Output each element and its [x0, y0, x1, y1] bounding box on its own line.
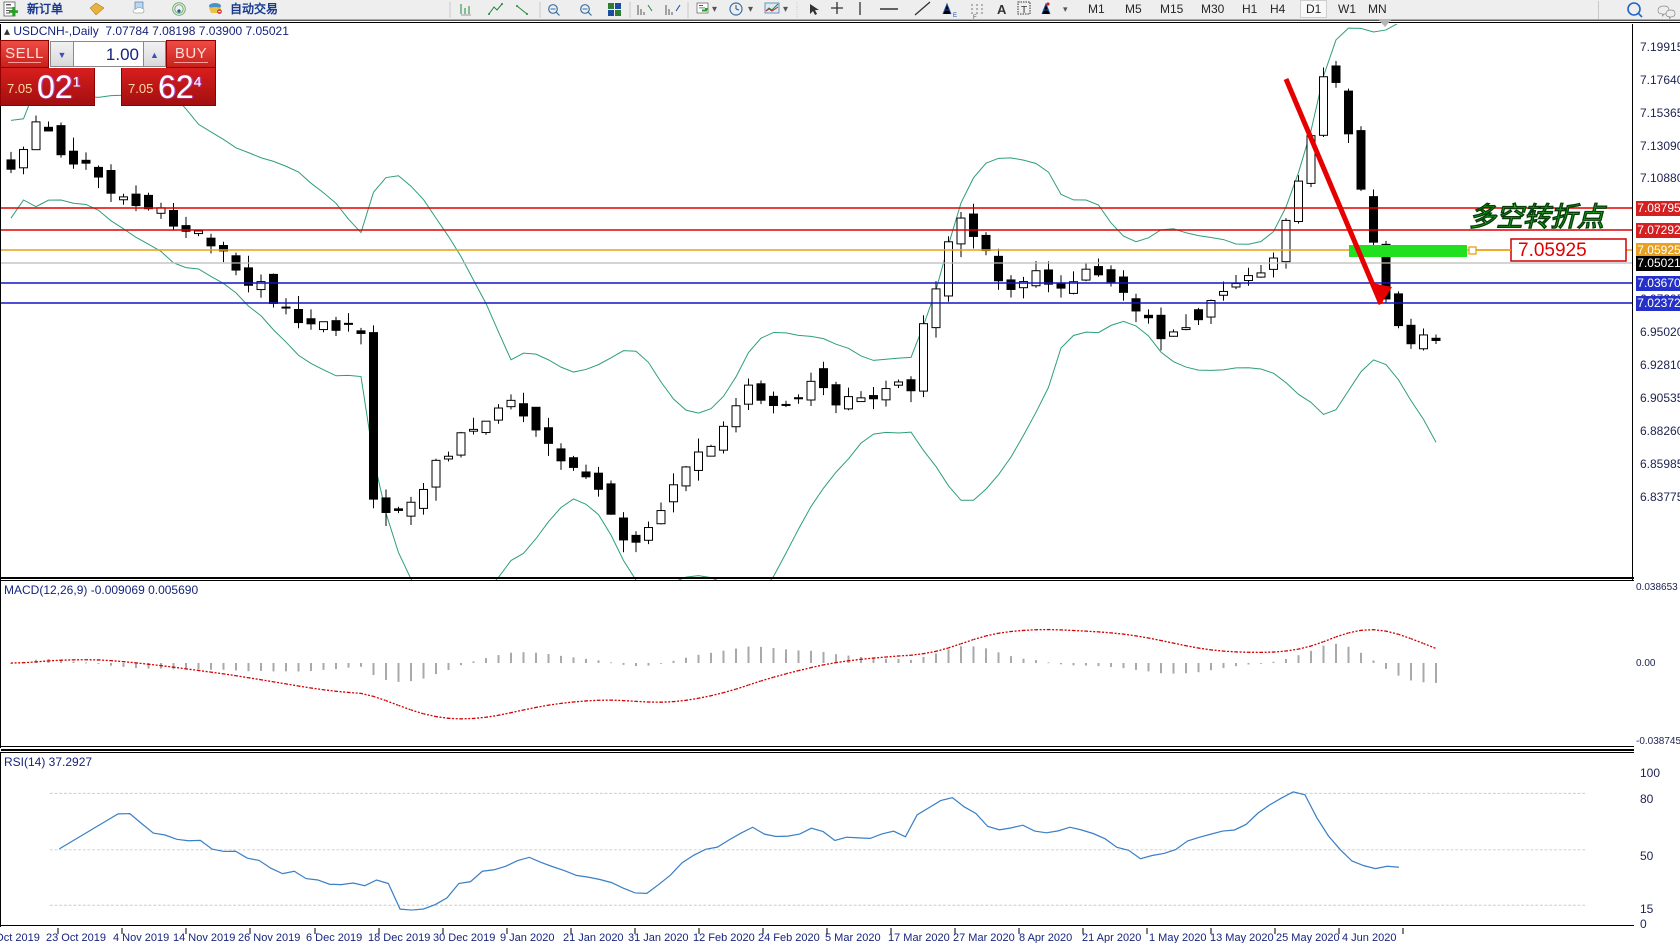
svg-text:多空转折点: 多空转折点	[1469, 202, 1608, 232]
svg-text:7.05925: 7.05925	[1518, 240, 1587, 261]
